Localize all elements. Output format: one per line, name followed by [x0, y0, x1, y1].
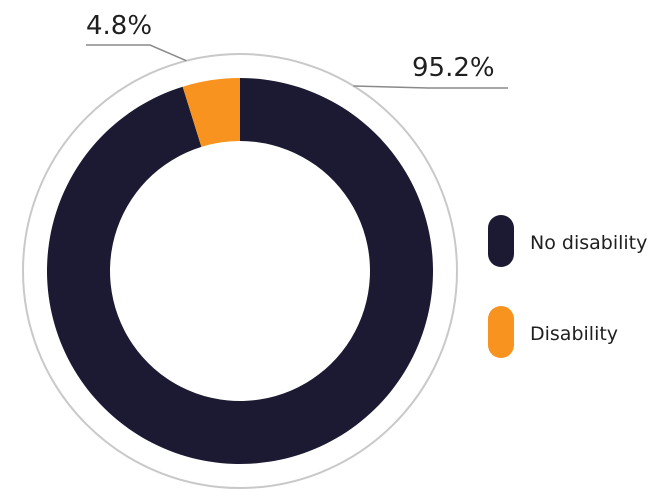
slice-disability — [182, 78, 240, 147]
legend-swatch-no-disability — [488, 215, 514, 267]
leader-line-no-disability — [353, 85, 508, 89]
outer-outline-ring — [22, 53, 458, 489]
legend-label-disability: Disability — [530, 323, 618, 345]
legend-swatch-disability — [488, 306, 514, 358]
percent-label-disability: 4.8% — [86, 11, 152, 41]
legend-label-no-disability: No disability — [530, 232, 647, 254]
legend: No disability Disability — [488, 215, 647, 358]
percent-label-no-disability: 95.2% — [412, 53, 495, 83]
slice-no-disability — [46, 78, 433, 464]
leader-line-disability — [86, 44, 187, 62]
